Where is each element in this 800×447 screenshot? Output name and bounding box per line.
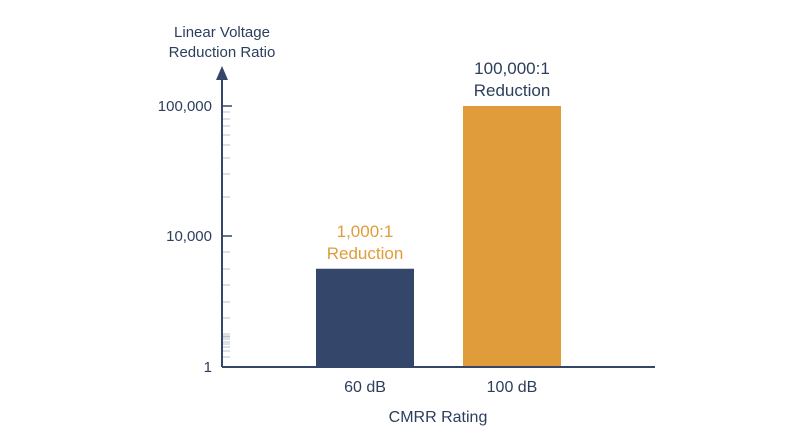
x-axis-label: CMRR Rating bbox=[389, 409, 488, 426]
y-axis-minor-ticks bbox=[222, 111, 230, 358]
y-axis-tick-labels: 1 10,000 100,000 bbox=[158, 98, 232, 376]
bar-annotations: 1,000:1 Reduction 100,000:1 Reduction bbox=[327, 59, 551, 263]
x-tick-label: 100 dB bbox=[487, 379, 538, 396]
bar-annotation-line: Reduction bbox=[474, 81, 551, 100]
y-tick-label: 10,000 bbox=[166, 228, 212, 245]
bar-annotation-line: 100,000:1 bbox=[474, 59, 550, 78]
y-tick-label: 100,000 bbox=[158, 98, 212, 115]
bar-100-db bbox=[463, 106, 561, 367]
y-axis-label-line-1: Linear Voltage bbox=[174, 24, 270, 41]
bar-annotation-line: 1,000:1 bbox=[337, 222, 394, 241]
y-tick-label: 1 bbox=[204, 359, 212, 376]
bar-60-db bbox=[316, 268, 414, 367]
x-tick-label: 60 dB bbox=[344, 379, 386, 396]
bars bbox=[316, 106, 561, 367]
y-axis-label-line-2: Reduction Ratio bbox=[169, 44, 276, 61]
x-axis-tick-labels: 60 dB 100 dB bbox=[344, 379, 537, 396]
y-axis-arrow-icon bbox=[216, 66, 228, 80]
bar-annotation-line: Reduction bbox=[327, 244, 404, 263]
